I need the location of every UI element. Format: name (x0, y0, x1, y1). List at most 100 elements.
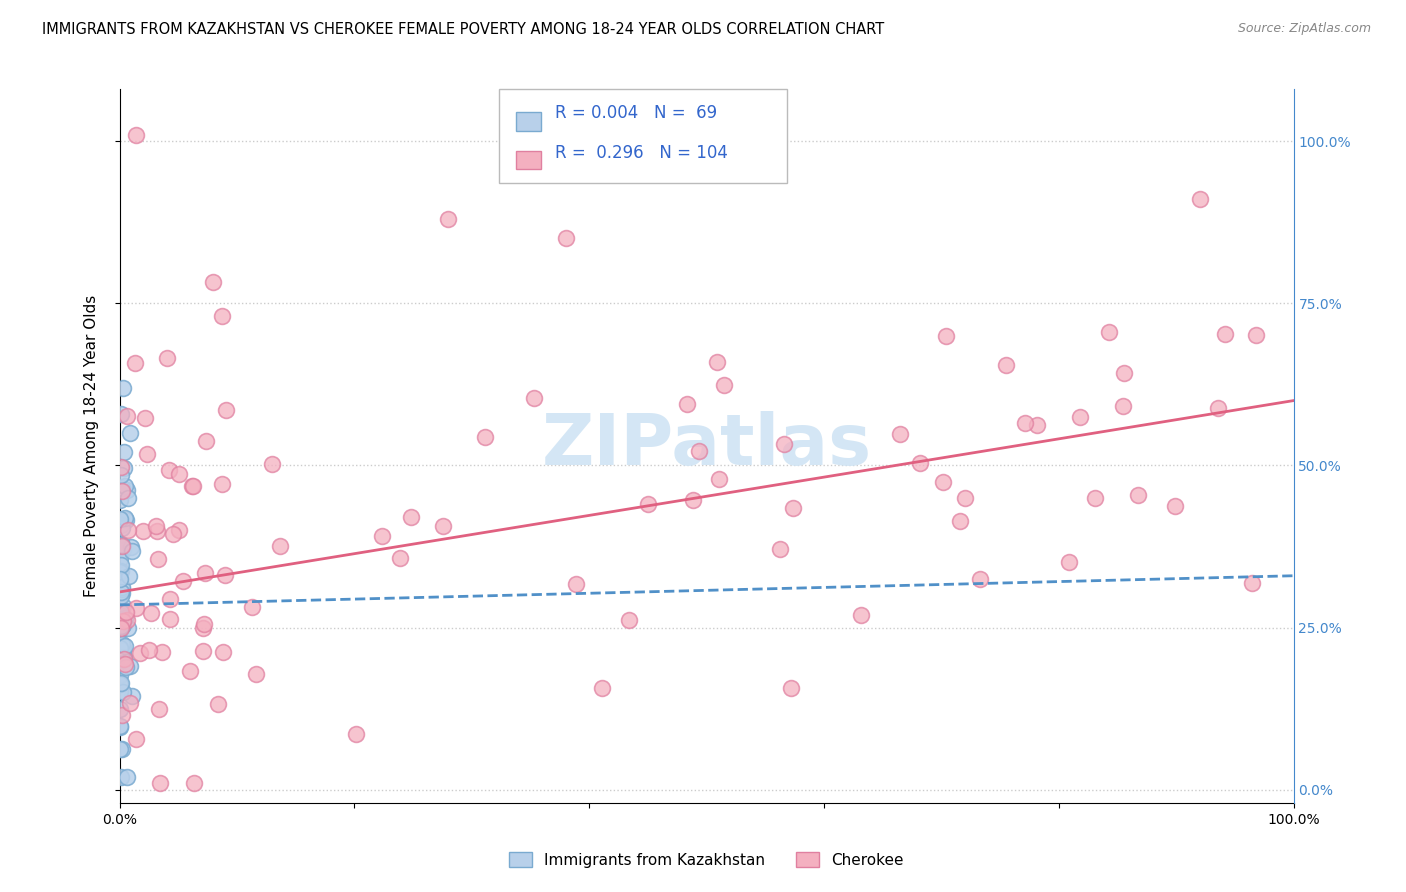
Point (110, 675, 132, 690)
Point (240, 600, 263, 615)
Point (1213, 327, 1236, 342)
Point (995, 359, 1018, 373)
Point (132, 524, 155, 538)
Point (207, 698, 229, 712)
Point (156, 351, 179, 366)
Point (111, 643, 134, 657)
Text: Source: ZipAtlas.com: Source: ZipAtlas.com (1237, 22, 1371, 36)
Point (1112, 399, 1135, 413)
Point (110, 741, 132, 756)
Point (245, 667, 267, 681)
Point (191, 644, 214, 658)
Point (111, 520, 134, 534)
Point (619, 614, 641, 628)
Point (969, 572, 991, 586)
Point (110, 612, 132, 626)
Point (159, 592, 181, 607)
Point (108, 677, 131, 691)
Point (129, 646, 152, 660)
Point (110, 459, 132, 474)
Point (432, 519, 454, 533)
Point (554, 231, 576, 245)
Point (110, 640, 132, 654)
Point (953, 491, 976, 505)
Point (215, 403, 238, 417)
Point (111, 615, 134, 629)
Point (110, 605, 132, 619)
Point (181, 479, 204, 493)
Point (149, 776, 172, 790)
Point (110, 582, 132, 597)
Point (114, 639, 136, 653)
Point (1246, 328, 1268, 343)
Point (474, 430, 496, 444)
Point (849, 608, 872, 623)
Point (522, 391, 544, 405)
Point (114, 513, 136, 527)
Point (108, 623, 131, 637)
Point (115, 483, 138, 497)
Point (114, 611, 136, 625)
Point (260, 457, 283, 471)
Point (637, 497, 659, 511)
Point (112, 649, 135, 664)
Point (179, 664, 201, 678)
Point (115, 613, 138, 627)
Point (117, 621, 139, 635)
Point (110, 621, 132, 635)
Point (437, 211, 460, 226)
Point (150, 645, 173, 659)
Point (110, 619, 132, 633)
Point (110, 517, 132, 532)
Point (114, 511, 136, 525)
Point (120, 540, 142, 554)
Point (399, 509, 422, 524)
Point (889, 427, 911, 442)
Point (157, 462, 180, 476)
Legend: Immigrants from Kazakhstan, Cherokee: Immigrants from Kazakhstan, Cherokee (503, 846, 910, 873)
Point (108, 719, 131, 733)
Point (111, 586, 134, 600)
Point (769, 542, 792, 557)
Point (110, 481, 132, 495)
Point (111, 685, 134, 699)
Point (111, 580, 134, 594)
Point (111, 542, 134, 557)
Point (1114, 366, 1136, 380)
Point (780, 681, 803, 695)
Point (110, 617, 132, 632)
Point (1098, 325, 1121, 339)
Point (214, 568, 236, 582)
Point (110, 468, 132, 483)
Point (117, 770, 139, 784)
Point (389, 551, 412, 566)
Point (688, 443, 710, 458)
Point (675, 397, 697, 411)
Point (108, 640, 131, 655)
Point (1126, 488, 1149, 502)
Point (112, 445, 135, 459)
Text: R = 0.004   N =  69: R = 0.004 N = 69 (555, 104, 717, 122)
Point (125, 128, 148, 142)
Point (167, 523, 190, 537)
Point (111, 637, 134, 651)
Point (108, 565, 131, 579)
Point (191, 621, 214, 635)
Point (172, 574, 194, 589)
Point (108, 572, 131, 586)
Point (108, 613, 131, 627)
Point (118, 658, 141, 673)
Point (139, 607, 162, 621)
Point (112, 652, 135, 666)
Point (145, 518, 167, 533)
Point (1188, 193, 1211, 207)
Point (167, 467, 190, 481)
Point (108, 720, 131, 734)
Point (162, 527, 184, 541)
Point (138, 643, 160, 657)
Point (110, 512, 132, 526)
Point (108, 668, 131, 682)
Point (211, 309, 233, 323)
Text: R =  0.296   N = 104: R = 0.296 N = 104 (555, 145, 728, 162)
Point (1026, 417, 1049, 432)
